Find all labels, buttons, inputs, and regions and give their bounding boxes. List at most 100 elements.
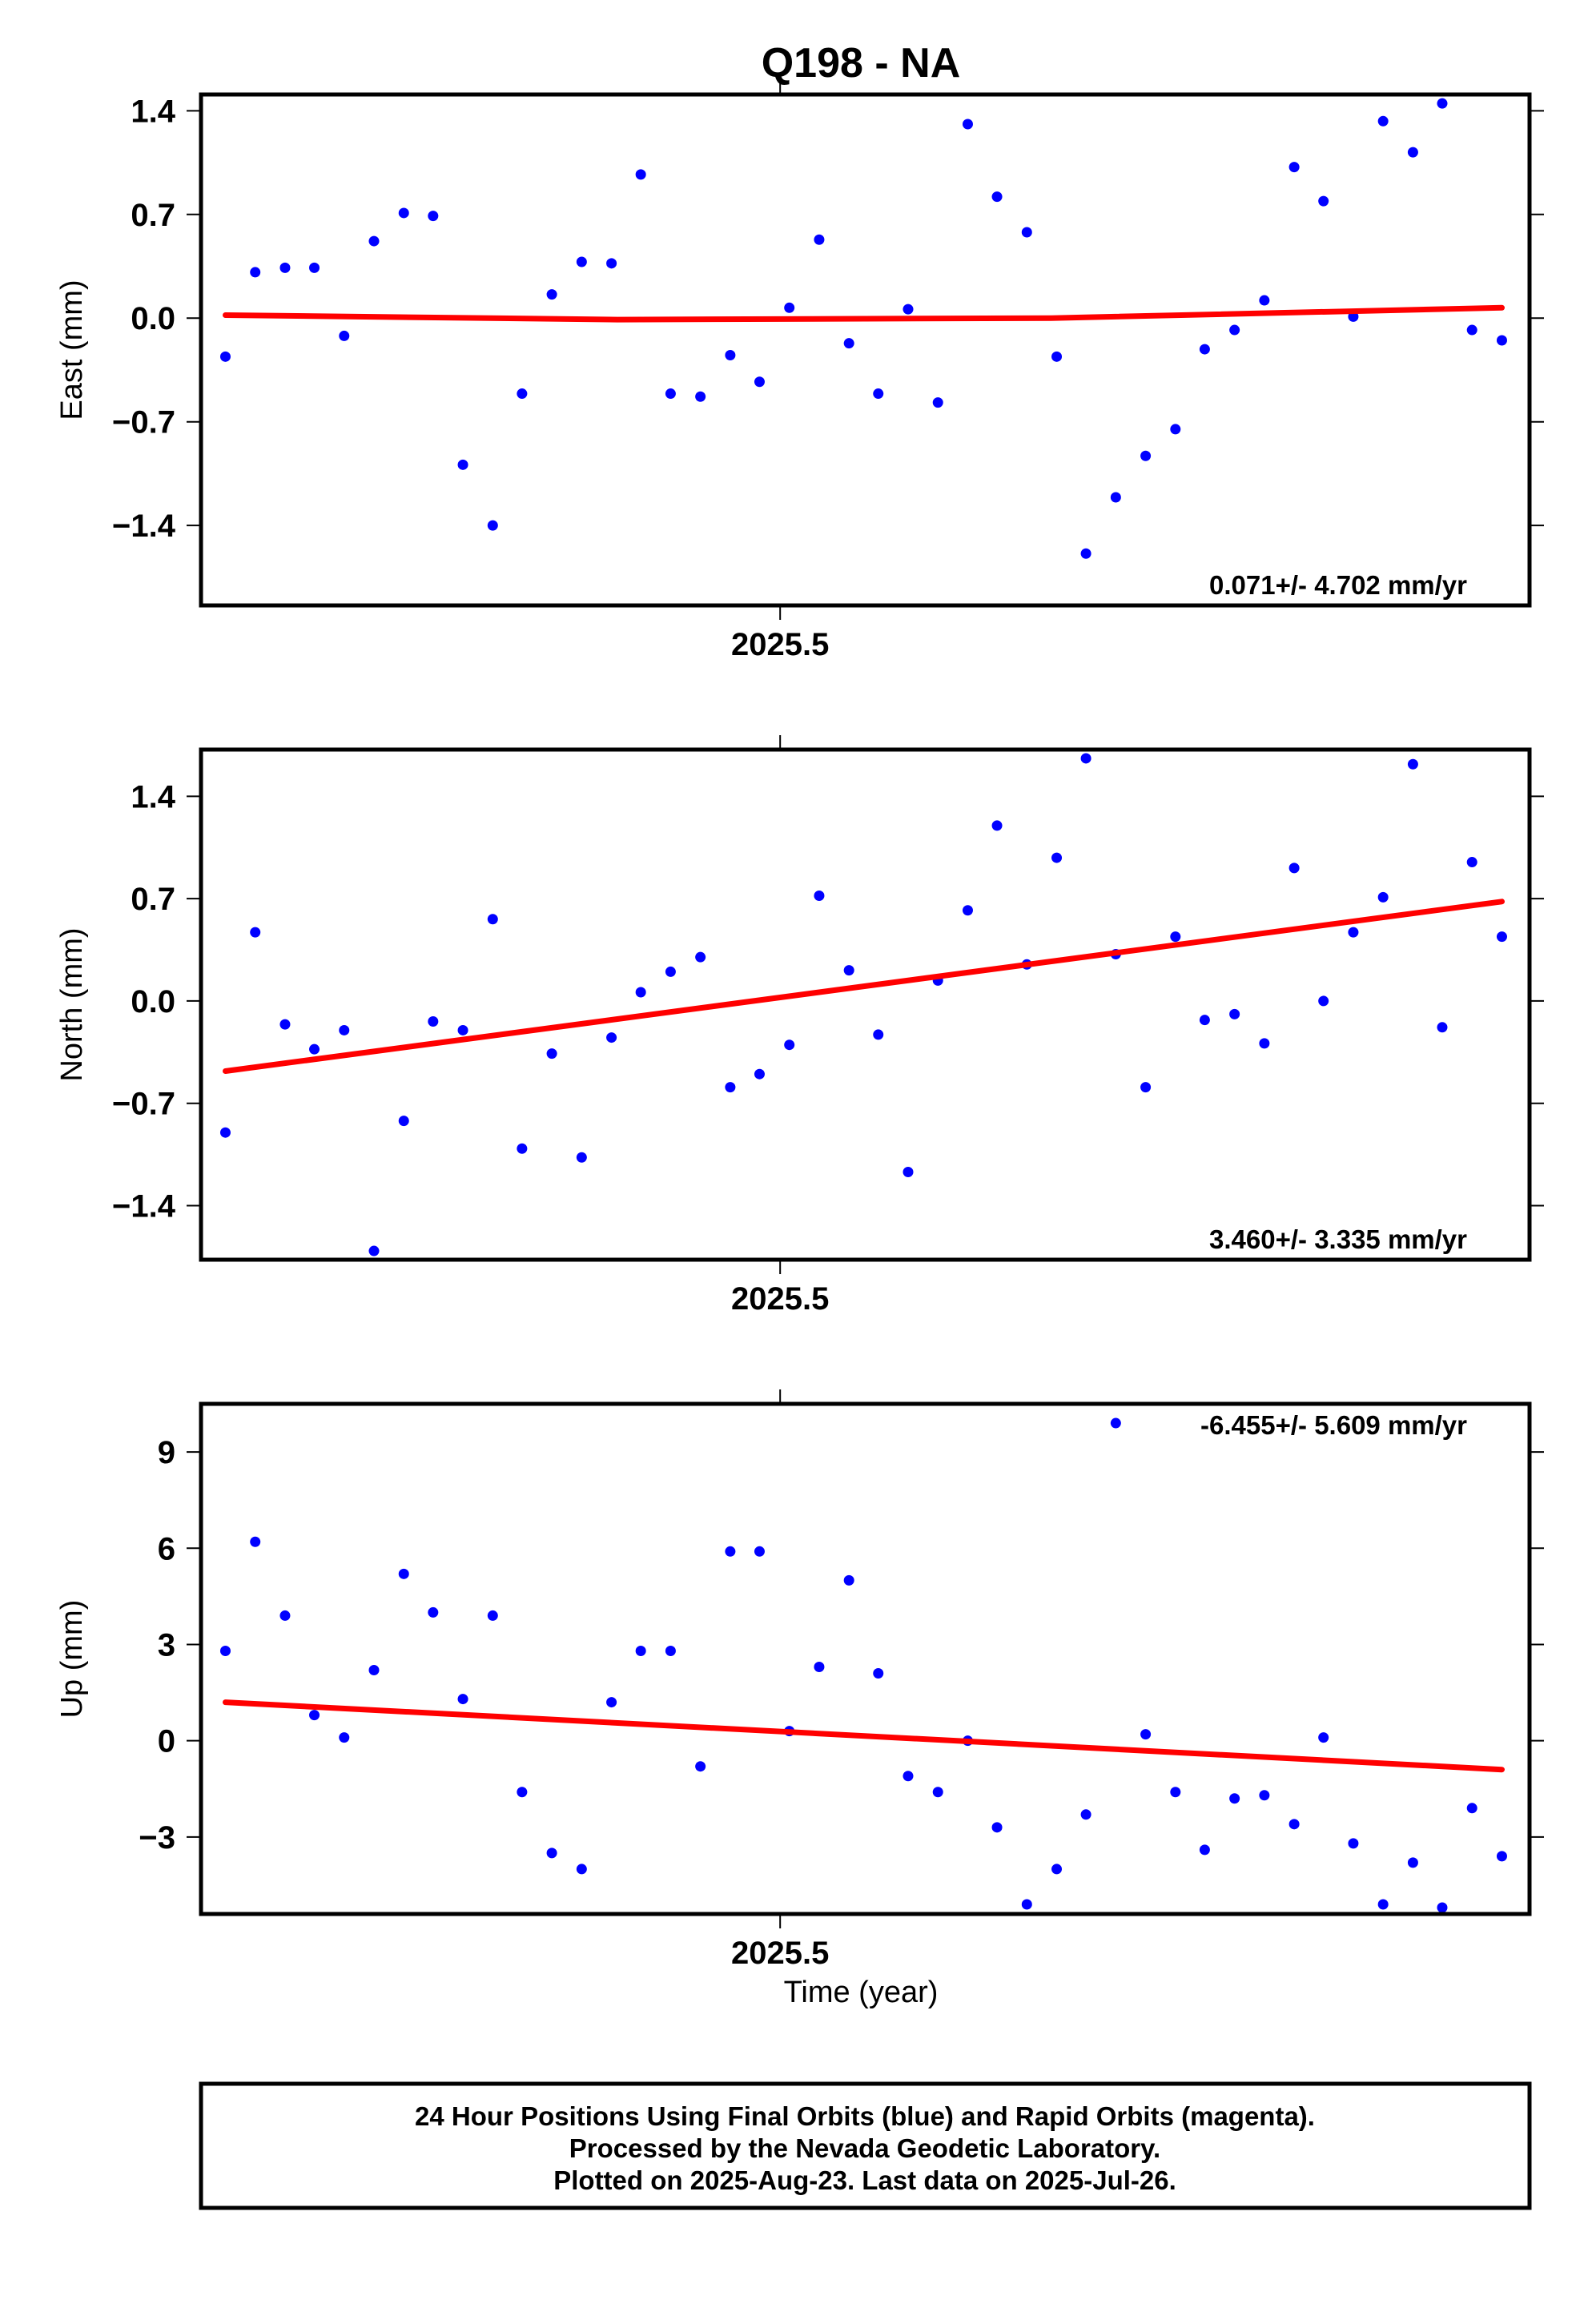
data-point [1496, 335, 1507, 346]
data-point [576, 1864, 587, 1875]
data-point [1407, 147, 1418, 158]
data-point [576, 1152, 587, 1163]
data-point [1407, 758, 1418, 770]
data-point [1051, 351, 1063, 362]
data-point [1259, 1038, 1270, 1049]
data-point [991, 1822, 1003, 1833]
data-point [546, 1048, 557, 1059]
data-point [1377, 891, 1389, 903]
data-point [487, 1610, 498, 1621]
data-point [725, 1546, 736, 1557]
data-point [1348, 1838, 1359, 1849]
footer-box: 24 Hour Positions Using Final Orbits (bl… [199, 2081, 1532, 2210]
y-tick-label: 0.0 [131, 984, 175, 1019]
data-point [991, 191, 1003, 203]
data-point [606, 1697, 617, 1708]
north-rate-label: 3.460+/- 3.335 mm/yr [1209, 1224, 1467, 1254]
data-point [1051, 1864, 1063, 1875]
data-point [665, 1645, 676, 1656]
data-point [1170, 931, 1181, 943]
data-point [457, 1024, 468, 1035]
footer-line-3: Plotted on 2025-Aug-23. Last data on 202… [553, 2165, 1176, 2195]
data-point [1288, 862, 1300, 874]
data-point [428, 1015, 439, 1027]
data-point [725, 349, 736, 360]
data-point [1288, 1819, 1300, 1830]
north-panel: 1.4 0.7 0.0 −0.7 −1.4 2025.5 North (mm) 3.460+/… [55, 735, 1544, 1317]
data-point [903, 304, 914, 315]
data-point [843, 1574, 854, 1586]
data-point [546, 289, 557, 300]
data-point [1110, 492, 1121, 503]
data-point [635, 1645, 646, 1656]
data-point [754, 1546, 765, 1557]
data-point [695, 951, 706, 963]
data-point [754, 1068, 765, 1080]
data-point [962, 905, 973, 916]
up-rate-label: -6.455+/- 5.609 mm/yr [1200, 1410, 1467, 1440]
y-tick-label: 9 [158, 1435, 175, 1470]
data-point [309, 262, 320, 273]
east-panel: 1.4 0.7 0.0 −0.7 −1.4 2025.5 East (mm) 0.071+/-… [55, 80, 1544, 662]
data-point [1348, 311, 1359, 322]
east-y-axis-label: East (mm) [55, 279, 89, 420]
trend-line [223, 899, 1505, 1074]
data-point [1170, 424, 1181, 435]
y-tick-label: 0 [158, 1724, 175, 1759]
data-point [1318, 995, 1329, 1007]
trend-line [223, 304, 1505, 323]
data-point [517, 1787, 528, 1798]
data-point [1229, 1793, 1240, 1804]
data-point [754, 376, 765, 388]
data-point [1021, 1899, 1032, 1910]
data-point [546, 1848, 557, 1859]
data-point [398, 207, 409, 219]
y-tick-label: 0.0 [131, 301, 175, 336]
data-point [457, 1694, 468, 1705]
data-point [279, 262, 291, 273]
x-tick-label: 2025.5 [731, 1281, 829, 1317]
footer-line-1: 24 Hour Positions Using Final Orbits (bl… [415, 2101, 1315, 2131]
data-point [368, 1665, 380, 1676]
data-point [368, 1245, 380, 1256]
data-point [1377, 1899, 1389, 1910]
data-point [339, 1732, 350, 1743]
y-tick-label: 1.4 [131, 779, 175, 814]
data-point [932, 1787, 943, 1798]
data-point [991, 820, 1003, 831]
y-tick-label: −1.4 [112, 1188, 176, 1224]
data-point [903, 1771, 914, 1782]
data-point [606, 1032, 617, 1043]
up-plot-frame [199, 1401, 1532, 1916]
y-tick-label: −0.7 [112, 405, 175, 440]
data-point [1199, 344, 1210, 355]
data-point [606, 258, 617, 269]
data-point [398, 1116, 409, 1127]
data-point [517, 1143, 528, 1154]
data-point [279, 1610, 291, 1621]
data-point [1110, 1417, 1121, 1429]
chart-title: Q198 - NA [762, 40, 961, 86]
data-point [219, 1645, 231, 1656]
data-point [1288, 162, 1300, 173]
data-point [1021, 227, 1032, 238]
data-point [339, 330, 350, 341]
x-axis-label: Time (year) [784, 1976, 939, 2009]
data-point [250, 1536, 261, 1547]
data-point [309, 1710, 320, 1721]
y-tick-label: −3 [139, 1820, 175, 1856]
data-point [1437, 98, 1448, 109]
data-point [1437, 1902, 1448, 1913]
data-point [219, 1127, 231, 1138]
data-point [1259, 295, 1270, 306]
data-point [309, 1043, 320, 1055]
data-point [932, 397, 943, 408]
data-point [1496, 1851, 1507, 1862]
data-point [428, 211, 439, 222]
y-tick-label: 3 [158, 1627, 175, 1663]
data-point [1140, 1082, 1152, 1093]
data-point [784, 302, 795, 313]
data-point [814, 1662, 825, 1673]
y-tick-label: 0.7 [131, 882, 175, 917]
